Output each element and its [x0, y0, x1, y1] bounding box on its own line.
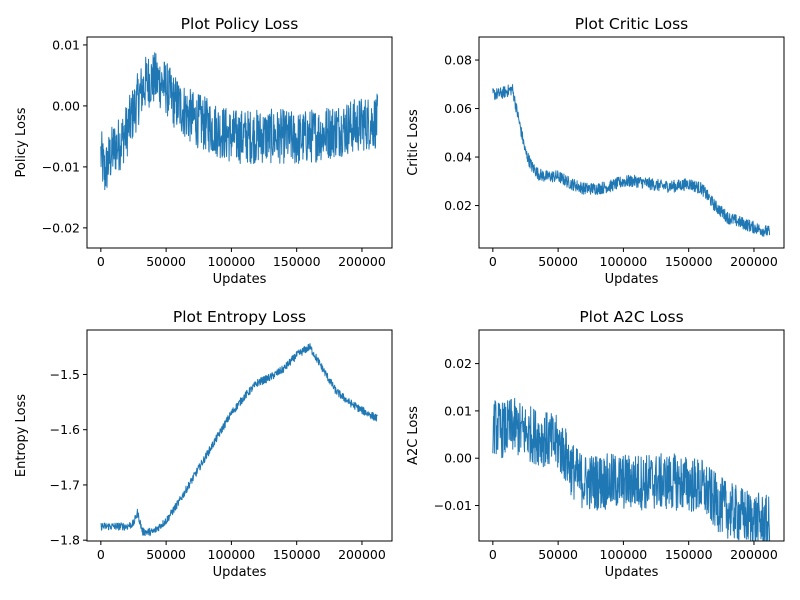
y-tick-label: −0.02 — [42, 220, 80, 235]
y-tick-label: −1.8 — [50, 533, 80, 548]
plot-frame — [86, 36, 393, 249]
subplot-4: 0 50000 100000 150000 200000 −0.01 0.00 0.01 0.0… — [406, 308, 785, 580]
x-tick-label: 100000 — [208, 254, 256, 269]
y-axis-label: Critic Loss — [406, 109, 421, 176]
x-axis-label: Updates — [213, 272, 267, 287]
y-tick-label: −1.7 — [50, 477, 80, 492]
y-tick-label: 0.00 — [52, 98, 80, 113]
y-axis-label: Policy Loss — [14, 107, 29, 177]
x-tick-label: 100000 — [208, 547, 256, 562]
x-tick-label: 150000 — [273, 254, 321, 269]
x-tick-label: 150000 — [665, 547, 713, 562]
y-tick-label: −1.5 — [50, 367, 80, 382]
series-line — [100, 343, 378, 537]
x-tick-label: 100000 — [600, 254, 648, 269]
y-tick-label: −1.6 — [50, 422, 80, 437]
y-tick-label: 0.02 — [444, 198, 472, 213]
subplot-title: Plot Entropy Loss — [173, 308, 306, 326]
y-tick-label: 0.02 — [444, 356, 472, 371]
x-tick-label: 0 — [489, 547, 497, 562]
x-tick-label: 50000 — [538, 547, 578, 562]
plot-frame — [86, 329, 393, 542]
subplot-1: 0 50000 100000 150000 200000 −0.02 −0.01 0.00 0.… — [14, 15, 393, 287]
y-tick-label: 0.08 — [444, 53, 472, 68]
x-axis-label: Updates — [605, 565, 659, 580]
subplot-title: Plot Policy Loss — [181, 15, 299, 33]
subplot-title: Plot A2C Loss — [579, 308, 683, 326]
x-tick-label: 200000 — [338, 547, 386, 562]
x-tick-label: 100000 — [600, 547, 648, 562]
subplot-2: 0 50000 100000 150000 200000 0.02 0.04 0.06 0.08… — [406, 15, 785, 287]
x-axis-label: Updates — [605, 272, 659, 287]
y-tick-label: 0.01 — [444, 403, 472, 418]
x-tick-label: 200000 — [730, 547, 778, 562]
x-axis-label: Updates — [213, 565, 267, 580]
y-tick-label: 0.00 — [444, 451, 472, 466]
series-line — [492, 397, 771, 542]
series-line — [100, 52, 379, 191]
x-tick-label: 0 — [97, 254, 105, 269]
y-tick-label: −0.01 — [42, 159, 80, 174]
x-tick-label: 200000 — [338, 254, 386, 269]
x-tick-label: 50000 — [146, 547, 186, 562]
y-tick-label: 0.04 — [444, 150, 472, 165]
x-tick-label: 0 — [97, 547, 105, 562]
x-tick-label: 150000 — [273, 547, 321, 562]
x-tick-label: 50000 — [146, 254, 186, 269]
plot-frame — [478, 36, 785, 249]
y-tick-label: 0.06 — [444, 101, 472, 116]
x-tick-label: 50000 — [538, 254, 578, 269]
subplot-title: Plot Critic Loss — [575, 15, 688, 33]
y-axis-label: Entropy Loss — [14, 394, 29, 477]
y-tick-label: 0.01 — [52, 37, 80, 52]
plot-frame — [478, 329, 785, 542]
x-tick-label: 0 — [489, 254, 497, 269]
y-axis-label: A2C Loss — [406, 406, 421, 465]
x-tick-label: 150000 — [665, 254, 713, 269]
y-tick-label: −0.01 — [434, 498, 472, 513]
x-tick-label: 200000 — [730, 254, 778, 269]
subplot-3: 0 50000 100000 150000 200000 −1.8 −1.7 −1.6 −1.5… — [14, 308, 393, 580]
series-line — [492, 84, 771, 237]
